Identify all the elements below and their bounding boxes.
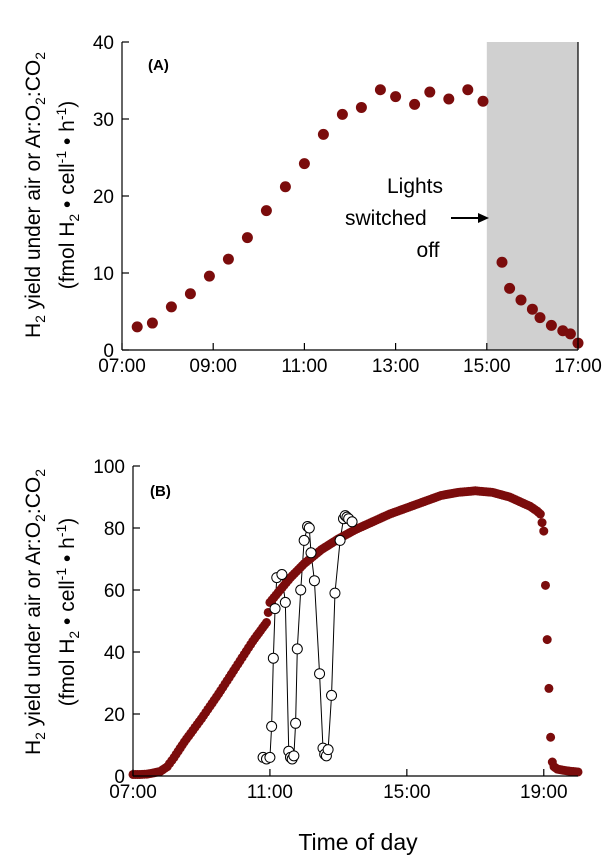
open-data-point (266, 720, 278, 732)
data-point (573, 767, 583, 777)
y-tick-label: 80 (104, 519, 125, 540)
open-data-point (298, 534, 310, 546)
open-data-point (288, 750, 300, 762)
data-point (184, 288, 196, 300)
data-point (390, 91, 402, 103)
y-tick-label: 0 (114, 767, 125, 788)
data-point (504, 282, 516, 294)
y-axis-title-a-line-1: H2 yield under air or Ar:O2:CO2 (22, 52, 48, 338)
x-tick-label: 15:00 (383, 782, 431, 803)
y-tick-label: 0 (103, 341, 114, 362)
data-point (131, 321, 143, 333)
open-data-point (279, 596, 291, 608)
open-data-point (269, 603, 281, 615)
data-point (317, 128, 329, 140)
x-tick-label: 09:00 (189, 356, 237, 377)
y-tick-label: 20 (93, 187, 114, 208)
y-tick-label: 100 (93, 457, 125, 478)
open-data-point (303, 522, 315, 534)
open-data-point (308, 575, 320, 587)
data-point (540, 580, 550, 590)
x-tick-label: 11:00 (247, 782, 293, 803)
y-axis-title-a: H2 yield under air or Ar:O2:CO2 (fmol H2… (22, 52, 82, 338)
panel-b-points (128, 486, 583, 779)
y-tick-label: 40 (104, 643, 125, 664)
y-axis-title-b-line-2: (fmol H2 • cell-1 • h-1) (53, 518, 82, 707)
data-point (534, 312, 546, 324)
panel-b-label: (B) (150, 483, 171, 500)
open-data-point (334, 534, 346, 546)
data-point (279, 181, 291, 193)
open-data-point (305, 547, 317, 559)
open-data-point (267, 652, 279, 664)
open-data-point (326, 689, 338, 701)
y-tick-label: 30 (93, 110, 114, 131)
annotation-line-2: switched (345, 207, 427, 230)
y-axis-title-b: H2 yield under air or Ar:O2:CO2 (fmol H2… (22, 469, 82, 755)
data-point (409, 98, 421, 110)
lights-off-shaded-region (486, 42, 578, 350)
data-point (374, 84, 386, 96)
x-tick-label: 07:00 (109, 782, 157, 803)
x-tick-label: 19:00 (520, 782, 568, 803)
data-point (496, 256, 508, 268)
data-point (526, 303, 538, 315)
data-point (542, 635, 552, 645)
open-data-point (322, 744, 334, 756)
y-tick-label: 60 (104, 581, 125, 602)
x-tick-label: 15:00 (463, 356, 511, 377)
open-data-point (329, 587, 341, 599)
open-data-point (314, 668, 326, 680)
x-axis-title: Time of day (298, 829, 418, 855)
data-point (424, 86, 436, 98)
panel-a-points (131, 84, 584, 349)
data-point (443, 93, 455, 105)
data-point (336, 108, 348, 120)
x-tick-label: 11:00 (281, 356, 327, 377)
data-point (262, 618, 271, 628)
data-point (537, 518, 547, 528)
data-point (515, 294, 527, 306)
open-data-point (346, 516, 358, 528)
panel-a-ticks: 0 10 20 30 40 07:00 09:00 11:00 13:00 15:00 17:00 (93, 33, 602, 377)
annotation-arrow-head (478, 213, 489, 223)
x-tick-label: 07:00 (98, 356, 146, 377)
panel-b-ticks: 0 20 40 60 80 100 07:00 11:00 15:00 19:00 (93, 457, 567, 803)
panel-b: 0 20 40 60 80 100 07:00 11:00 15:00 19:00 (B) (93, 457, 583, 803)
data-point (539, 526, 549, 536)
y-tick-label: 20 (104, 705, 125, 726)
x-tick-label: 17:00 (554, 356, 602, 377)
data-point (564, 328, 576, 340)
open-data-point (295, 584, 307, 596)
y-axis-title-b-line-1: H2 yield under air or Ar:O2:CO2 (22, 469, 48, 755)
data-point (222, 253, 234, 265)
data-point (546, 732, 556, 742)
annotation-line-3: off (417, 239, 440, 262)
panel-a-label: (A) (148, 57, 169, 74)
x-tick-label: 13:00 (372, 356, 420, 377)
open-data-point (264, 751, 276, 763)
data-point (545, 319, 557, 331)
data-point (203, 270, 215, 282)
data-point (260, 205, 272, 217)
annotation-line-1: Lights (387, 175, 443, 198)
open-data-point (290, 717, 302, 729)
data-point (462, 84, 474, 96)
open-data-point (291, 643, 303, 655)
data-point (477, 95, 489, 107)
data-point (298, 158, 310, 170)
y-tick-label: 40 (93, 33, 114, 54)
data-point (165, 301, 177, 313)
y-tick-label: 10 (93, 264, 114, 285)
open-data-point (276, 569, 288, 580)
lights-off-annotation: Lights switched off (345, 175, 489, 262)
data-point (544, 683, 554, 693)
data-point (535, 509, 545, 519)
data-point (355, 101, 367, 113)
data-point (241, 232, 253, 244)
y-axis-title-a-line-2: (fmol H2 • cell-1 • h-1) (53, 101, 82, 290)
data-point (146, 317, 158, 329)
